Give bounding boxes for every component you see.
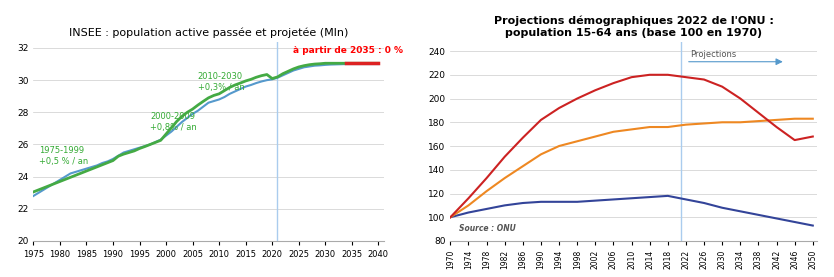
Text: 2000-2009
+0,8% / an: 2000-2009 +0,8% / an [150, 112, 197, 132]
Text: à partir de 2035 : 0 %: à partir de 2035 : 0 % [294, 46, 404, 55]
Title: INSEE : population active passée et projetée (Mln): INSEE : population active passée et proj… [69, 27, 348, 38]
Text: Projections: Projections [691, 50, 736, 59]
Text: 2010-2030
+0,3% / an: 2010-2030 +0,3% / an [198, 72, 244, 92]
Title: Projections démographiques 2022 de l'ONU :
population 15-64 ans (base 100 en 197: Projections démographiques 2022 de l'ONU… [494, 16, 774, 38]
Text: Source : ONU: Source : ONU [460, 224, 516, 233]
Text: 1975-1999
+0,5 % / an: 1975-1999 +0,5 % / an [38, 146, 88, 166]
